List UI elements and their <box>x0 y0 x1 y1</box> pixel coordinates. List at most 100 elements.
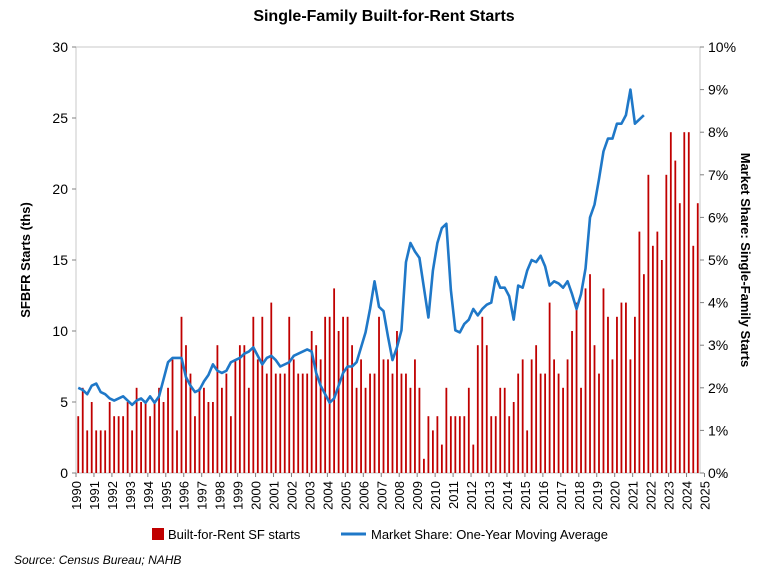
bar <box>651 245 654 473</box>
bar <box>669 132 672 473</box>
bar <box>333 288 336 473</box>
bar <box>229 416 232 473</box>
bar <box>472 444 475 473</box>
bar <box>629 359 632 473</box>
y-right-tick-label: 4% <box>708 295 728 311</box>
market-share-line <box>77 88 645 407</box>
x-tick-label: 2011 <box>446 481 461 509</box>
bar <box>122 416 125 473</box>
bar <box>535 345 538 473</box>
bar <box>198 387 201 473</box>
x-tick-label: 2006 <box>356 481 371 510</box>
bar <box>369 373 371 473</box>
legend-line-label: Market Share: One-Year Moving Average <box>371 527 608 542</box>
bar <box>423 458 425 473</box>
bar <box>328 316 331 473</box>
x-tick-label: 1998 <box>213 481 228 510</box>
bar <box>660 260 663 473</box>
bar <box>203 387 205 473</box>
bar <box>499 387 502 473</box>
bar <box>548 302 551 473</box>
bar <box>616 316 618 473</box>
bar <box>108 402 111 473</box>
source-note: Source: Census Bureau; NAHB <box>14 553 182 567</box>
x-tick-label: 2005 <box>338 481 353 510</box>
bar <box>301 373 304 473</box>
bar <box>562 387 564 473</box>
bar <box>297 373 300 473</box>
bar <box>526 430 529 473</box>
bar <box>625 302 627 473</box>
bar <box>687 132 690 473</box>
x-tick-label: 2018 <box>572 481 587 510</box>
x-tick-label: 1990 <box>69 481 84 510</box>
bar <box>494 416 497 473</box>
x-tick-label: 2000 <box>249 481 264 510</box>
bar <box>216 345 219 473</box>
bar <box>683 132 686 473</box>
x-tick-label: 1996 <box>177 481 192 510</box>
bar <box>355 387 358 473</box>
bar <box>571 331 573 473</box>
bar <box>467 387 470 473</box>
y-right-tick-label: 6% <box>708 209 728 225</box>
x-tick-label: 2016 <box>536 481 551 510</box>
bar <box>400 373 403 473</box>
y-left-tick-label: 25 <box>52 110 68 126</box>
y-left-tick-label: 10 <box>52 323 68 339</box>
bar <box>607 316 609 473</box>
bar <box>126 402 129 473</box>
bar <box>104 430 107 473</box>
bar <box>360 359 362 473</box>
legend-bar-label: Built-for-Rent SF starts <box>168 527 301 542</box>
bar <box>315 345 318 473</box>
bar <box>396 331 398 473</box>
bar <box>521 359 524 473</box>
bar <box>162 402 165 473</box>
bar <box>391 373 394 473</box>
x-tick-label: 2013 <box>482 481 497 510</box>
bar <box>584 288 587 473</box>
chart-title: Single-Family Built-for-Rent Starts <box>253 8 515 25</box>
bar <box>449 416 452 473</box>
bar <box>135 387 138 473</box>
bar <box>490 416 493 473</box>
y-left-tick-label: 20 <box>52 181 68 197</box>
bar <box>544 373 547 473</box>
bar <box>436 416 439 473</box>
bar <box>288 316 291 473</box>
bar <box>593 345 596 473</box>
bar <box>292 359 295 473</box>
y-right-axis-title: Market Share: Single-Family Starts <box>738 153 753 368</box>
bar <box>512 402 515 473</box>
bar <box>692 245 695 473</box>
x-tick-label: 2021 <box>626 481 641 510</box>
y-right-tick-label: 10% <box>708 39 736 55</box>
y-right-tick-label: 0% <box>708 465 728 481</box>
bar <box>656 231 659 473</box>
bar <box>674 160 677 473</box>
bar <box>310 331 313 473</box>
x-tick-label: 2019 <box>590 481 605 510</box>
x-tick-label: 2022 <box>644 481 659 510</box>
bar <box>86 430 89 473</box>
x-tick-label: 2009 <box>410 481 425 510</box>
bar <box>454 416 457 473</box>
x-tick-label: 2014 <box>500 481 515 510</box>
bar <box>77 416 80 473</box>
bar <box>696 203 699 473</box>
bar <box>144 402 147 473</box>
bar <box>427 416 430 473</box>
bar <box>113 416 116 473</box>
y-right-tick-label: 9% <box>708 82 728 98</box>
bar <box>225 373 228 473</box>
bar <box>158 387 160 473</box>
bar <box>283 373 286 473</box>
bar <box>458 416 461 473</box>
bar <box>620 302 623 473</box>
bar <box>117 416 120 473</box>
bar <box>481 316 484 473</box>
bar <box>414 359 416 473</box>
x-tick-label: 1993 <box>123 481 138 510</box>
